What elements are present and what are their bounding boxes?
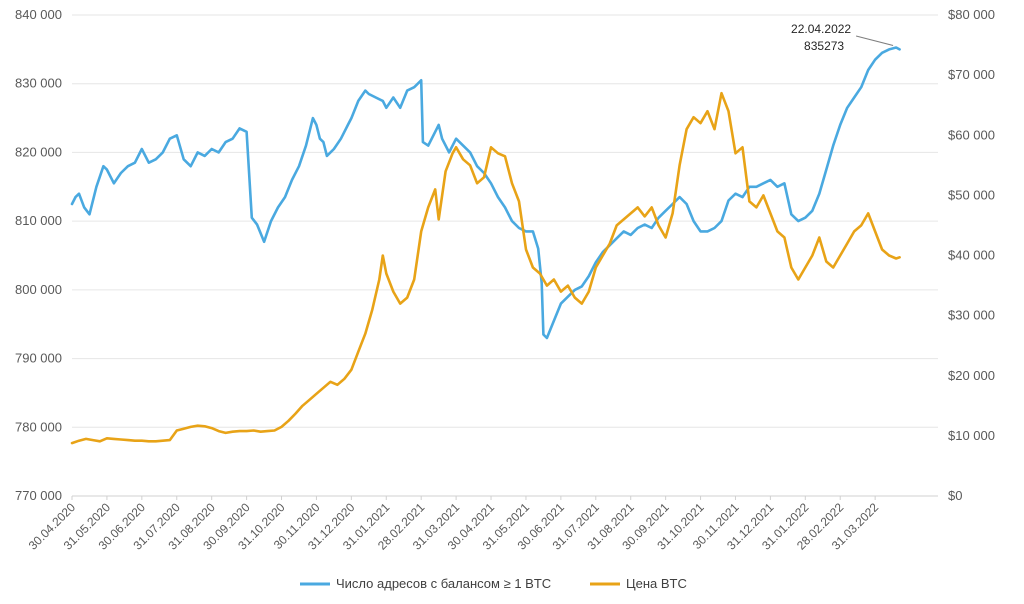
left-tick-label: 840 000 <box>15 7 62 22</box>
series <box>70 46 901 445</box>
right-tick-label: $30 000 <box>948 308 995 323</box>
right-tick-label: $70 000 <box>948 67 995 82</box>
right-tick-label: $50 000 <box>948 187 995 202</box>
grid <box>72 14 938 497</box>
left-tick-label: 830 000 <box>15 76 62 91</box>
right-tick-label: $60 000 <box>948 127 995 142</box>
left-tick-label: 800 000 <box>15 282 62 297</box>
left-axis: 770 000 780 000 790 000 800 000 810 000 820 0… <box>15 7 62 503</box>
annotation: 22.04.2022 835273 <box>791 22 894 53</box>
right-tick-label: $10 000 <box>948 428 995 443</box>
legend: Число адресов с балансом ≥ 1 BTC Цена BT… <box>300 576 687 591</box>
annotation-leader-line <box>855 35 894 46</box>
right-tick-label: $40 000 <box>948 248 995 263</box>
left-tick-label: 770 000 <box>15 488 62 503</box>
left-tick-label: 780 000 <box>15 419 62 434</box>
x-axis: 30.04.202031.05.202030.06.202031.07.2020… <box>26 496 881 553</box>
series-line-addresses <box>70 46 901 340</box>
left-tick-label: 810 000 <box>15 213 62 228</box>
left-tick-label: 820 000 <box>15 144 62 159</box>
annotation-date: 22.04.2022 <box>791 22 851 36</box>
legend-label-addresses: Число адресов с балансом ≥ 1 BTC <box>336 576 551 591</box>
legend-label-price: Цена BTC <box>626 576 687 591</box>
annotation-value: 835273 <box>804 39 844 53</box>
right-tick-label: $80 000 <box>948 7 995 22</box>
right-tick-label: $20 000 <box>948 368 995 383</box>
right-axis: $0 $10 000 $20 000 $30 000 $40 000 $50 000 $60… <box>948 7 995 503</box>
right-tick-label: $0 <box>948 488 962 503</box>
series-line-price <box>70 91 901 445</box>
left-tick-label: 790 000 <box>15 351 62 366</box>
